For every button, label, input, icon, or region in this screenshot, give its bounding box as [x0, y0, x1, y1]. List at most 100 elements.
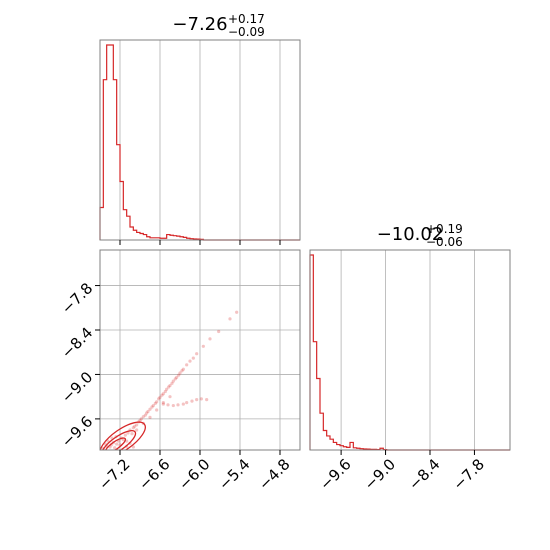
x-tick-label: −6.6 — [135, 455, 173, 493]
scatter-point — [188, 359, 192, 363]
scatter-point — [178, 371, 182, 375]
scatter-point — [180, 369, 184, 373]
scatter-point — [121, 438, 125, 442]
x-tick-label: −9.0 — [361, 455, 399, 493]
x-tick-label: −5.4 — [215, 455, 253, 493]
scatter-point — [115, 442, 119, 446]
grid-lines — [119, 40, 281, 240]
scatter-point — [133, 424, 137, 428]
scatter-point — [161, 402, 165, 406]
y-tick-label: −7.8 — [58, 279, 96, 317]
scatter-point — [195, 352, 199, 356]
x-tick-label: −6.0 — [175, 455, 213, 493]
scatter-point — [155, 400, 159, 404]
scatter-point — [146, 409, 150, 414]
scatter-point — [161, 392, 165, 396]
scatter-point — [143, 413, 147, 417]
scatter-point — [168, 395, 172, 399]
scatter-point — [131, 426, 135, 430]
scatter-point — [170, 381, 174, 385]
scatter-point — [190, 399, 194, 403]
scatter-point — [158, 395, 162, 400]
histogram-step-line — [309, 254, 510, 451]
scatter-point — [199, 397, 203, 401]
scatter-point — [160, 393, 164, 397]
scatter-point — [155, 408, 159, 412]
scatter-point — [150, 405, 154, 409]
scatter-point — [185, 400, 189, 405]
scatter-point — [166, 403, 170, 407]
scatter-point — [201, 344, 205, 348]
scatter-point — [139, 417, 143, 421]
scatter-point — [141, 415, 145, 419]
scatter-point — [181, 367, 185, 371]
panel-scatter: −7.2 −6.6 −6.0 −5.4 −4.8 −7.8 −8.4 −9.0 −9.6 — [58, 249, 301, 494]
scatter-point — [113, 446, 117, 450]
scatter-point — [148, 407, 152, 411]
density-contours — [100, 421, 146, 450]
x-tick-labels: −9.6 −9.0 −8.4 −7.8 — [316, 455, 488, 493]
panel-title: −7.26 — [172, 14, 227, 35]
scatter-point — [176, 403, 180, 407]
x-tick-label: −9.6 — [316, 455, 354, 493]
y-tick-label: −9.6 — [58, 413, 96, 451]
y-tick-label: −9.0 — [58, 368, 96, 406]
y-tick-labels: −7.8 −8.4 −9.0 −9.6 — [58, 279, 96, 451]
scatter-point — [167, 385, 171, 389]
title-plus: +0.19 — [426, 222, 463, 236]
scatter-point — [138, 418, 142, 422]
scatter-point — [175, 375, 179, 380]
y-tick-label: −8.4 — [58, 324, 96, 362]
scatter-points — [101, 310, 239, 450]
scatter-point — [131, 445, 135, 449]
axes-frame — [309, 249, 511, 451]
contour-line — [101, 429, 137, 450]
tick-marks — [95, 285, 281, 455]
scatter-point — [130, 432, 134, 436]
scatter-point — [217, 329, 221, 334]
scatter-point — [191, 356, 195, 360]
scatter-point — [235, 310, 239, 314]
title-median: −10.02 — [377, 224, 444, 245]
title-plus: +0.17 — [228, 12, 265, 26]
scatter-point — [157, 397, 161, 401]
title-minus: −0.09 — [228, 25, 265, 39]
scatter-point — [195, 398, 199, 402]
x-tick-label: −8.4 — [405, 455, 443, 493]
contour-line — [104, 437, 127, 450]
x-tick-labels: −7.2 −6.6 −6.0 −5.4 −4.8 — [95, 455, 293, 493]
scatter-point — [145, 411, 149, 415]
scatter-point — [135, 428, 139, 432]
contour-line — [100, 421, 146, 450]
scatter-point — [161, 400, 165, 405]
histogram-step-line — [99, 44, 300, 241]
scatter-point — [177, 373, 181, 377]
title-median: −7.26 — [172, 14, 227, 35]
scatter-point — [168, 383, 172, 388]
grid-lines — [100, 250, 300, 450]
panel-hist-param1: −7.26 +0.17 −0.09 — [99, 12, 301, 245]
scatter-point — [205, 398, 209, 402]
scatter-point — [163, 389, 167, 394]
panel-title: −10.02 — [377, 224, 444, 245]
scatter-point — [165, 387, 169, 391]
scatter-point — [208, 337, 212, 341]
x-tick-label: −7.2 — [95, 455, 133, 493]
scatter-point — [171, 403, 175, 408]
scatter-point — [171, 379, 175, 383]
scatter-point — [148, 415, 152, 420]
scatter-point — [228, 317, 232, 321]
panel-hist-param2: −9.6 −9.0 −8.4 −7.8 −10.02 +0.19 −0.06 — [309, 222, 511, 494]
x-tick-marks — [340, 450, 475, 455]
scatter-point — [173, 377, 177, 381]
title-minus: −0.06 — [426, 235, 463, 249]
grid-lines — [340, 250, 475, 450]
scatter-point — [181, 402, 185, 406]
scatter-point — [123, 433, 127, 437]
scatter-point — [126, 431, 130, 435]
scatter-point — [135, 423, 139, 427]
scatter-point — [153, 401, 157, 405]
scatter-point — [185, 363, 189, 367]
x-tick-label: −4.8 — [255, 455, 293, 493]
